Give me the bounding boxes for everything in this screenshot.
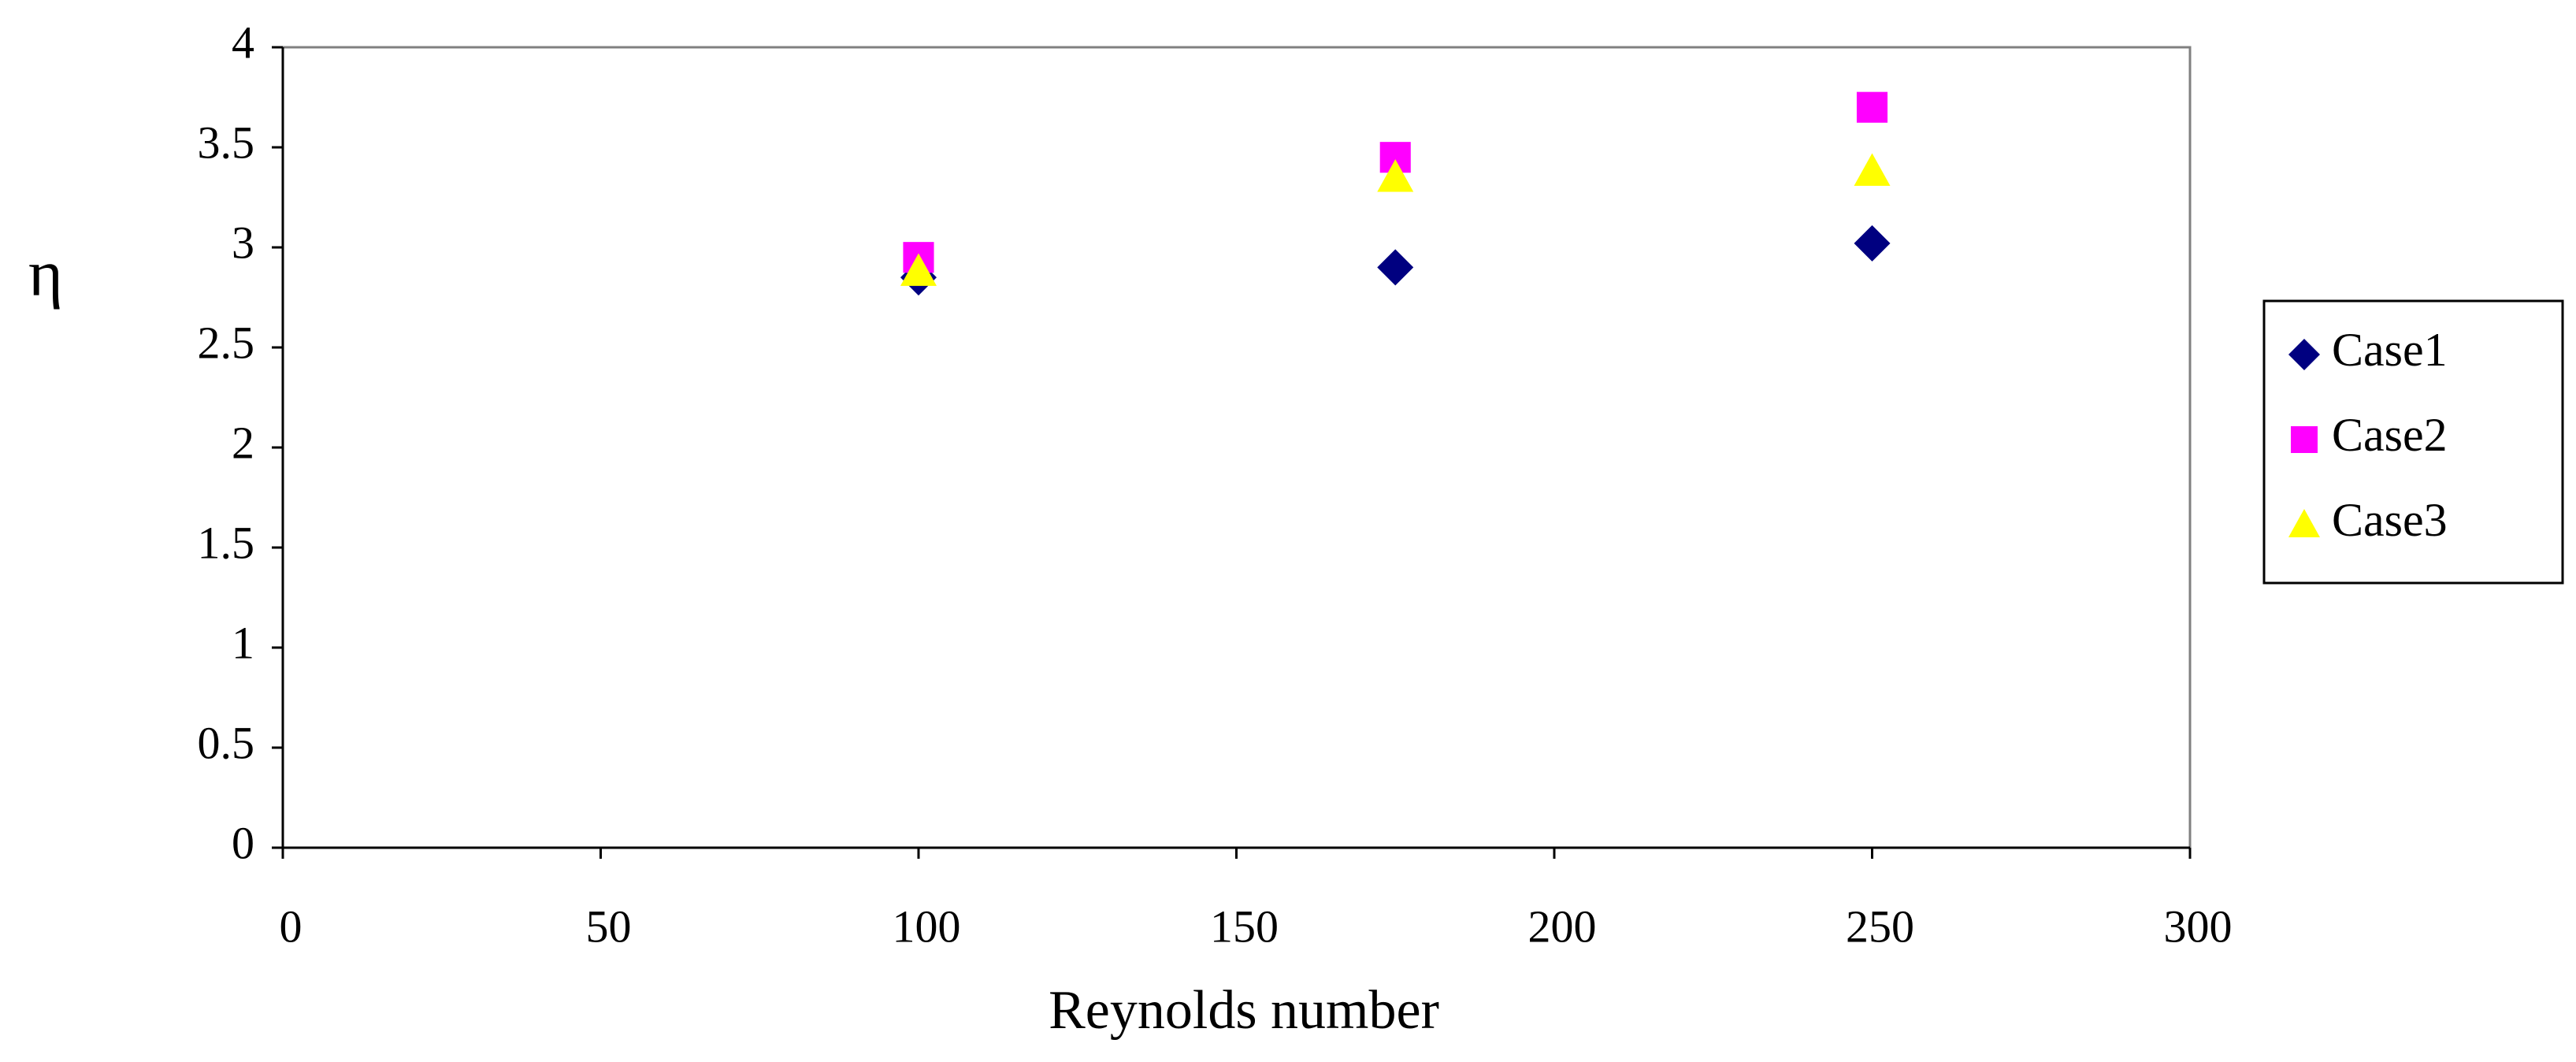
y-axis-label: η <box>28 236 63 310</box>
x-axis-label: Reynolds number <box>1049 980 1439 1041</box>
y-tick-label: 2.5 <box>198 317 255 368</box>
legend-marker <box>2288 339 2320 370</box>
x-tick-label: 250 <box>1846 900 1914 952</box>
x-tick-label: 300 <box>2164 900 2233 952</box>
legend-label: Case3 <box>2332 494 2448 546</box>
y-tick-label: 3 <box>232 217 254 268</box>
x-tick-label: 0 <box>280 900 303 952</box>
y-tick-label: 4 <box>232 17 254 68</box>
data-point <box>900 253 937 286</box>
y-tick-label: 1.5 <box>198 517 255 568</box>
y-tick-label: 3.5 <box>198 117 255 168</box>
legend-marker <box>2288 509 2320 537</box>
x-tick-label: 150 <box>1210 900 1279 952</box>
data-point <box>1854 225 1891 262</box>
x-tick-label: 200 <box>1528 900 1597 952</box>
y-tick-label: 2 <box>232 417 254 468</box>
y-tick-label: 0 <box>232 817 254 868</box>
legend-marker <box>2291 426 2318 453</box>
plot-area <box>281 46 2192 849</box>
data-point <box>1377 159 1414 192</box>
data-point <box>1856 91 1888 123</box>
x-tick-label: 100 <box>893 900 961 952</box>
legend-label: Case1 <box>2332 324 2448 376</box>
data-point <box>1854 153 1891 186</box>
x-tick-label: 50 <box>586 900 632 952</box>
legend-label: Case2 <box>2332 409 2448 461</box>
data-point <box>1377 249 1414 286</box>
y-tick-label: 0.5 <box>198 717 255 768</box>
y-tick-label: 1 <box>232 617 254 668</box>
